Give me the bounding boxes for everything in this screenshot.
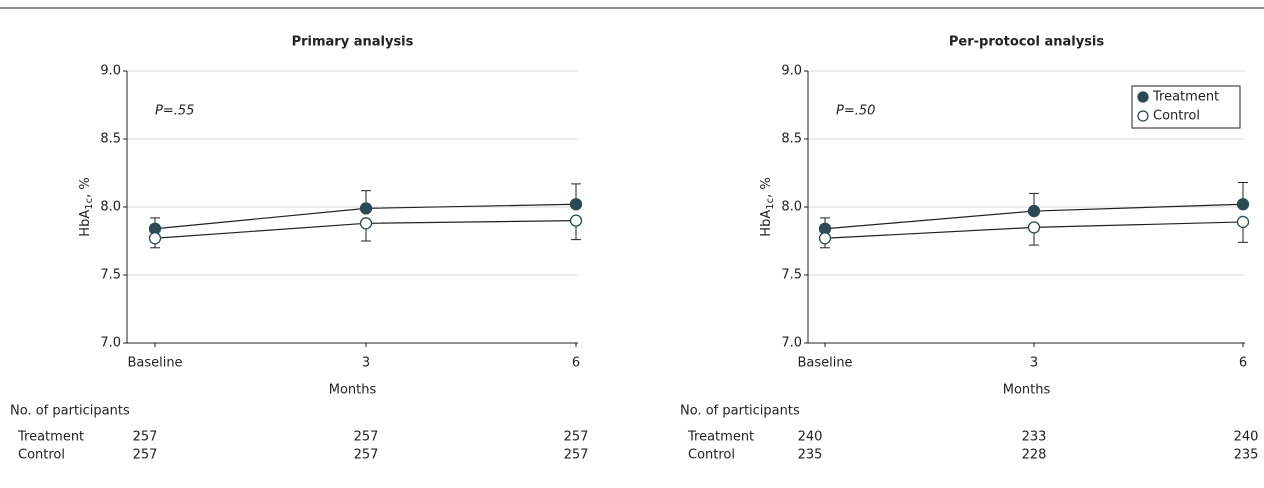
x-axis-label: Months: [1003, 383, 1051, 398]
table-value: 240: [1234, 430, 1259, 445]
y-label-suffix: , %: [78, 177, 93, 198]
marker: [148, 232, 162, 245]
legend-label: Control: [1153, 109, 1200, 124]
x-tick-label: 6: [1239, 356, 1247, 371]
table-value: 257: [564, 430, 589, 445]
y-tick-label: 7.5: [781, 268, 802, 283]
y-tick-label: 8.5: [100, 132, 121, 147]
marker: [1027, 221, 1041, 234]
y-label-main: HbA: [78, 210, 93, 237]
annotation: P=.50: [836, 104, 875, 119]
x-tick-label: 3: [1030, 356, 1038, 371]
y-label-main: HbA: [759, 210, 774, 237]
table-title: No. of participants: [680, 404, 800, 419]
marker: [569, 198, 583, 211]
table-value: 257: [133, 430, 158, 445]
y-tick-label: 9.0: [100, 64, 121, 79]
table-value: 257: [564, 448, 589, 463]
table-row-name: Treatment: [17, 430, 84, 445]
y-label-suffix: , %: [759, 177, 774, 198]
x-axis-label: Months: [329, 383, 377, 398]
y-label-sub: 1c: [84, 198, 95, 210]
marker: [569, 214, 583, 227]
marker: [1027, 204, 1041, 218]
x-tick-label: Baseline: [797, 356, 852, 371]
legend-marker: [1137, 91, 1149, 103]
y-tick-label: 7.5: [100, 268, 121, 283]
x-tick-label: Baseline: [127, 356, 182, 371]
table-value: 257: [133, 448, 158, 463]
x-tick-label: 3: [362, 356, 370, 371]
y-tick-label: 7.0: [100, 336, 121, 351]
table-title: No. of participants: [10, 404, 130, 419]
table-value: 257: [354, 448, 379, 463]
y-tick-label: 9.0: [781, 64, 802, 79]
chart-title: Primary analysis: [292, 35, 414, 50]
table-row-name: Treatment: [687, 430, 754, 445]
chart-title: Per-protocol analysis: [949, 35, 1104, 50]
marker: [359, 217, 373, 230]
table-value: 228: [1022, 448, 1047, 463]
legend-box: [1131, 85, 1241, 129]
y-tick-label: 7.0: [781, 336, 802, 351]
marker: [818, 232, 832, 245]
table-value: 235: [1234, 448, 1259, 463]
y-label-sub: 1c: [765, 198, 776, 210]
marker: [1236, 215, 1250, 229]
table-row-name: Control: [18, 448, 65, 463]
annotation: P=.55: [155, 104, 194, 119]
legend-marker: [1137, 110, 1149, 122]
table-value: 235: [798, 448, 823, 463]
y-tick-label: 8.0: [100, 200, 121, 215]
y-tick-label: 8.0: [781, 200, 802, 215]
y-tick-label: 8.5: [781, 132, 802, 147]
table-value: 240: [798, 430, 823, 445]
marker: [359, 202, 373, 215]
table-value: 257: [354, 430, 379, 445]
y-axis-label: HbA1c, %: [78, 177, 96, 236]
x-tick-label: 6: [572, 356, 580, 371]
table-row-name: Control: [688, 448, 735, 463]
legend-label: Treatment: [1152, 90, 1219, 105]
marker: [1236, 198, 1250, 211]
y-axis-label: HbA1c, %: [759, 177, 777, 236]
table-value: 233: [1022, 430, 1047, 445]
